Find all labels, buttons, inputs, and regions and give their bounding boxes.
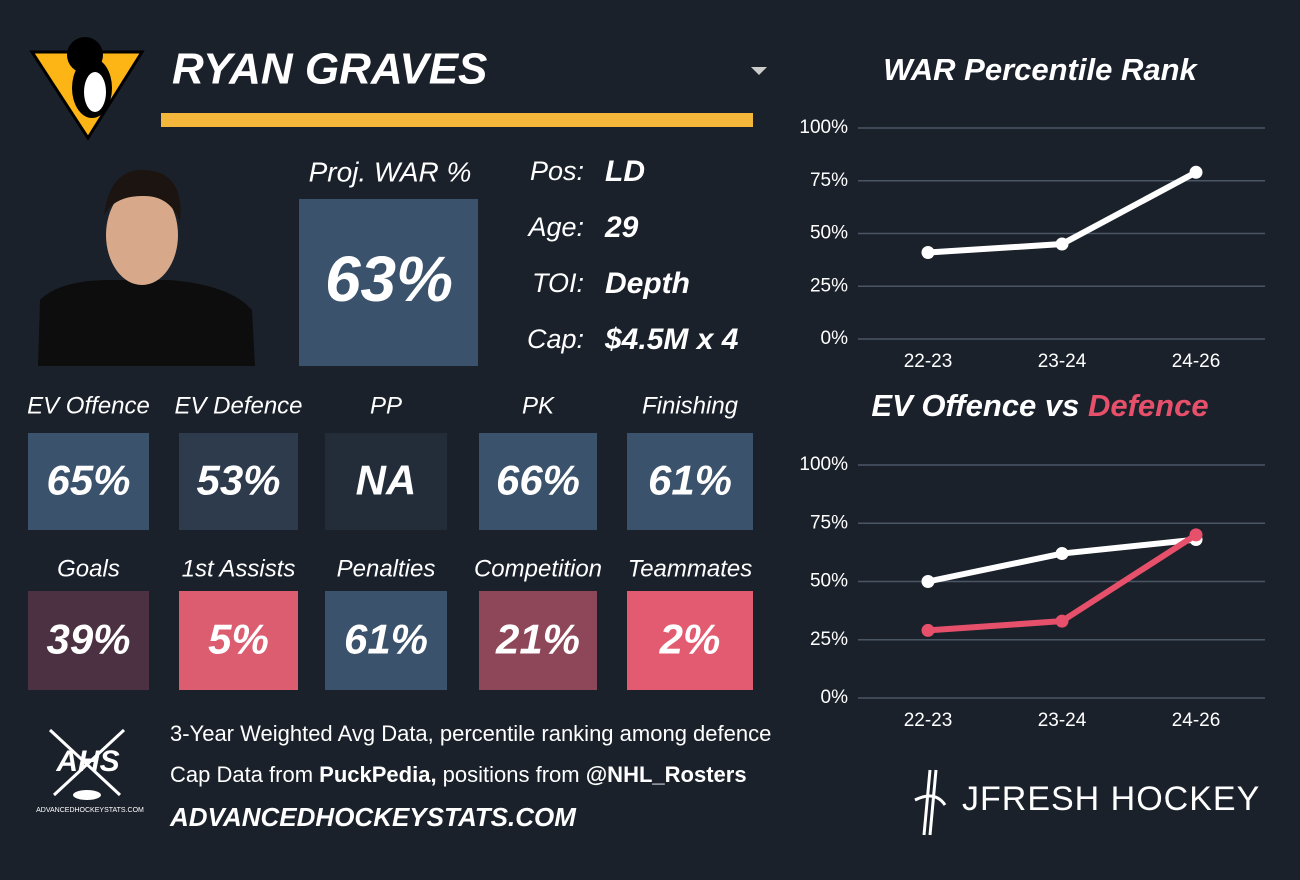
- tile-value: NA: [356, 457, 417, 504]
- player-name: RYAN GRAVES: [172, 45, 487, 94]
- footer-link: @NHL_Rosters: [586, 762, 747, 787]
- info-label: Pos:: [530, 156, 584, 186]
- x-tick-label: 24-26: [1172, 710, 1221, 731]
- info-label: Cap:: [527, 324, 584, 354]
- y-tick-label: 25%: [810, 629, 848, 650]
- point: [921, 575, 935, 588]
- dropdown[interactable]: [751, 67, 767, 75]
- tile-value: 2%: [659, 616, 721, 663]
- y-tick-label: 100%: [799, 454, 848, 475]
- tile-value: 65%: [46, 457, 130, 504]
- tile-label: PP: [370, 392, 402, 419]
- y-tick-label: 75%: [810, 512, 848, 533]
- x-tick-label: 22-23: [904, 351, 953, 372]
- info-label: TOI:: [532, 268, 584, 298]
- footer-sources: Cap Data from PuckPedia, positions from …: [170, 762, 747, 787]
- tile: [179, 591, 298, 690]
- point: [1055, 237, 1069, 251]
- info-value: 29: [604, 211, 639, 244]
- tile-value: 39%: [46, 616, 130, 663]
- brand-logo: [914, 769, 947, 836]
- tile: [28, 591, 149, 690]
- tile-label: Finishing: [642, 392, 739, 419]
- y-tick-label: 100%: [799, 117, 848, 138]
- chart-title-text: EV Offence vs: [871, 388, 1079, 423]
- point: [1055, 547, 1069, 561]
- tile-label: EV Defence: [174, 392, 302, 419]
- proj-label: Proj. WAR %: [309, 156, 472, 187]
- tile: [627, 433, 753, 530]
- footer-text: Cap Data from: [170, 762, 319, 787]
- proj-value: 63%: [325, 243, 453, 315]
- ahs-logo-text: AHS: [55, 745, 119, 778]
- info-label: Age:: [526, 212, 584, 242]
- x-tick-label: 23-24: [1038, 710, 1087, 731]
- tile: [325, 591, 447, 690]
- point: [1189, 528, 1203, 542]
- y-tick-label: 0%: [821, 687, 849, 708]
- tile-label: Competition: [474, 555, 602, 582]
- footer-site: ADVANCEDHOCKEYSTATS.COM: [169, 802, 577, 832]
- chart-title: WAR Percentile Rank: [883, 52, 1198, 87]
- tile-value: 53%: [196, 457, 280, 504]
- y-tick-label: 75%: [810, 170, 848, 191]
- tile-value: 21%: [495, 616, 580, 663]
- tile: [325, 433, 447, 530]
- proj-box: [299, 199, 478, 366]
- x-tick-label: 23-24: [1038, 351, 1087, 372]
- tile-label: Teammates: [628, 555, 753, 582]
- point: [1189, 165, 1203, 179]
- ahs-logo-sub: ADVANCEDHOCKEYSTATS.COM: [36, 807, 144, 814]
- tile: [479, 591, 597, 690]
- point: [921, 623, 935, 637]
- tile: [627, 591, 753, 690]
- tile-value: 66%: [496, 457, 580, 504]
- chart-title-text: WAR Percentile Rank: [883, 52, 1198, 87]
- tile: [179, 433, 298, 530]
- x-tick-label: 24-26: [1172, 351, 1221, 372]
- team-logo: [29, 37, 145, 141]
- tile-label: Goals: [57, 555, 120, 582]
- chart-title: EV Offence vs Defence: [871, 388, 1208, 423]
- tile-value: 61%: [648, 457, 732, 504]
- tile-value: 5%: [208, 616, 269, 663]
- tile: [28, 433, 149, 530]
- y-tick-label: 25%: [810, 275, 848, 296]
- footer-note: 3-Year Weighted Avg Data, percentile ran…: [170, 721, 771, 746]
- info-value: Depth: [605, 267, 690, 300]
- y-tick-label: 50%: [810, 571, 848, 592]
- y-tick-label: 0%: [821, 328, 849, 349]
- name-underline: [161, 113, 753, 127]
- tile-label: Penalties: [337, 555, 436, 582]
- ahs-logo: [48, 728, 126, 800]
- player-photo: [38, 169, 255, 366]
- brand: JFRESH HOCKEY: [962, 780, 1260, 818]
- tile-label: EV Offence: [27, 392, 150, 419]
- info-value: LD: [605, 155, 645, 188]
- x-tick-label: 22-23: [904, 710, 953, 731]
- info-value: $4.5M x 4: [604, 323, 739, 356]
- chart-title-highlight: Defence: [1088, 388, 1209, 423]
- tile: [479, 433, 597, 530]
- point: [1055, 614, 1069, 628]
- footer-link: PuckPedia,: [319, 762, 436, 787]
- tile-value: 61%: [344, 616, 428, 663]
- y-tick-label: 50%: [810, 223, 848, 244]
- tile-label: 1st Assists: [182, 555, 296, 582]
- point: [921, 245, 935, 259]
- footer-text: positions from: [437, 762, 586, 787]
- tile-label: PK: [522, 392, 555, 419]
